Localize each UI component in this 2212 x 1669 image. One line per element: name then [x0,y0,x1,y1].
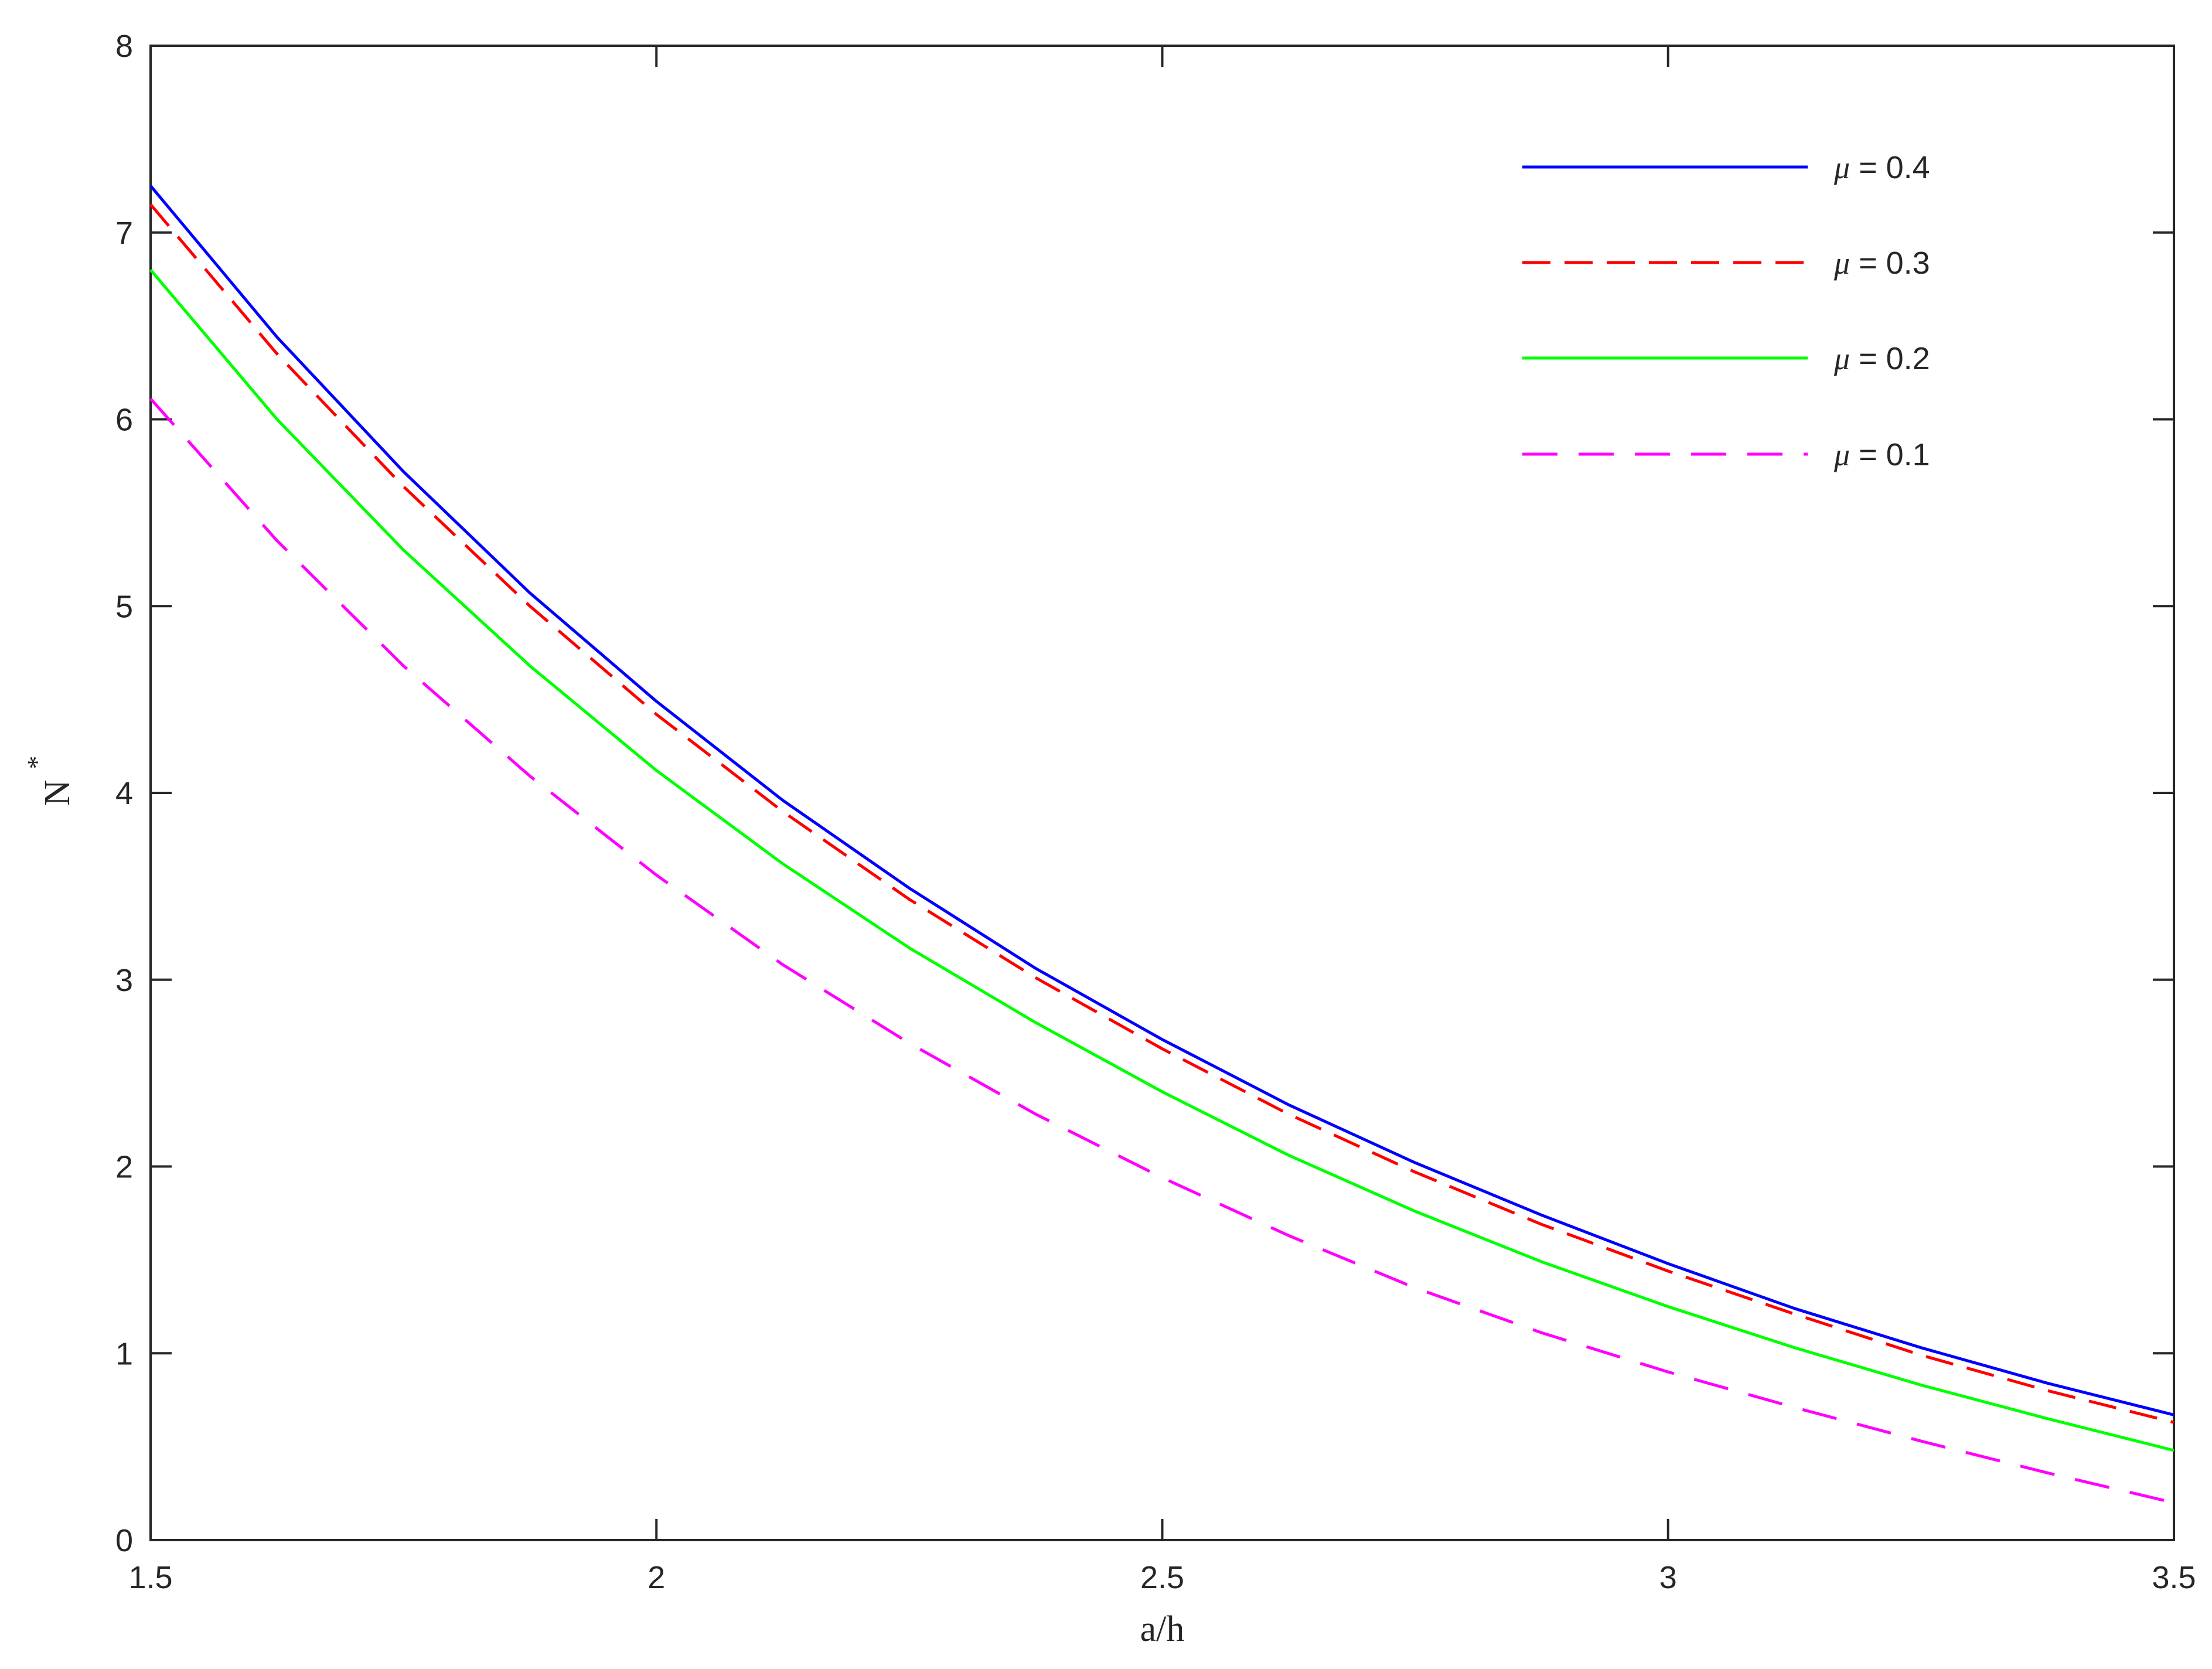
y-axis-label-group: N * [22,756,77,806]
series-lines [149,185,2174,1504]
legend-value: = 0.3 [1850,246,1930,281]
x-tick-label: 1.5 [128,1560,172,1595]
legend-mu-symbol: μ [1833,437,1850,472]
x-tick-label: 3 [1659,1560,1677,1595]
y-tick-label: 6 [115,403,133,438]
legend-value: = 0.2 [1850,341,1930,376]
x-axis-label: a/h [1140,1609,1185,1649]
y-tick-label: 0 [115,1523,133,1558]
legend-value: = 0.1 [1850,437,1930,472]
series-line-4 [149,397,2174,1504]
x-tick-label: 3.5 [2152,1560,2196,1595]
y-tick-label: 5 [115,589,133,624]
x-tick-label: 2 [647,1560,665,1595]
legend-label-3: μ = 0.2 [1833,341,1930,376]
y-axis-label: N [38,780,77,806]
y-tick-label: 2 [115,1150,133,1185]
legend-value: = 0.4 [1850,150,1930,185]
y-tick-label: 7 [115,216,133,251]
y-axis-label-superscript: * [22,756,52,769]
series-line-3 [149,268,2174,1452]
y-tick-label: 8 [115,29,133,64]
legend: μ = 0.4μ = 0.3μ = 0.2μ = 0.1 [1522,150,1930,472]
legend-mu-symbol: μ [1833,246,1850,281]
legend-label-1: μ = 0.4 [1833,150,1930,185]
legend-label-4: μ = 0.1 [1833,437,1930,472]
series-line-1 [149,185,2174,1416]
axis-ticks [149,45,2175,1541]
legend-mu-symbol: μ [1833,341,1850,376]
x-tick-labels: 1.5 2 2.5 3 3.5 [128,1560,2196,1595]
legend-mu-symbol: μ [1833,150,1850,185]
y-tick-label: 4 [115,776,133,811]
y-tick-labels: 0 1 2 3 4 5 6 7 8 [115,29,133,1558]
x-tick-label: 2.5 [1140,1560,1184,1595]
y-tick-label: 3 [115,963,133,998]
y-tick-label: 1 [115,1336,133,1371]
legend-label-2: μ = 0.3 [1833,246,1930,281]
series-line-2 [149,203,2174,1424]
